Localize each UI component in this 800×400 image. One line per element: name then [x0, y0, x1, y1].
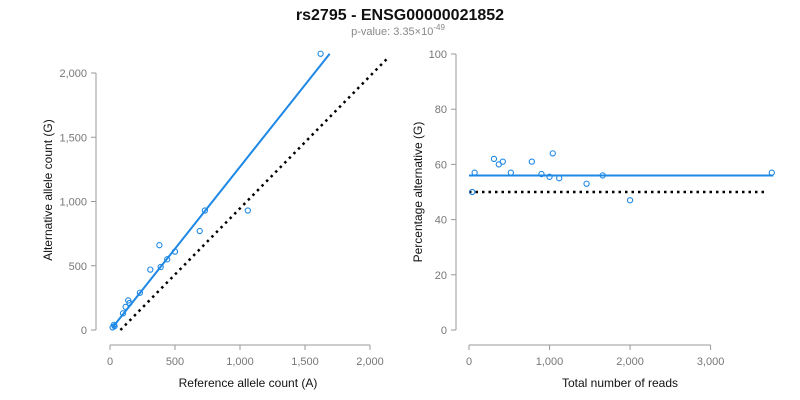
data-point — [126, 299, 133, 307]
y-tick-label: 1,500 — [59, 132, 87, 144]
p-value-exponent: -49 — [433, 23, 445, 32]
chart-title: rs2795 - ENSG00000021852 — [296, 7, 504, 24]
x-tick-label: 1,000 — [226, 356, 254, 368]
data-point — [626, 197, 634, 204]
data-point — [111, 322, 118, 330]
y-tick-label: 80 — [435, 104, 447, 116]
y-tick-label: 0 — [441, 325, 447, 337]
data-point — [538, 170, 545, 178]
y-tick-label: 0 — [81, 325, 87, 337]
data-point — [471, 169, 478, 176]
p-value-subtitle: p-value: 3.35×10-49 — [351, 23, 445, 38]
data-point — [201, 207, 209, 214]
data-point — [157, 263, 164, 271]
y-tick-label: 20 — [435, 270, 447, 282]
x-tick-label: 1,500 — [291, 356, 319, 368]
data-point — [196, 227, 203, 235]
data-point — [469, 188, 476, 196]
data-point — [171, 248, 179, 255]
y-tick-label: 1,000 — [59, 197, 87, 209]
x-tick-label: 3,000 — [697, 356, 725, 368]
y-tick-label: 100 — [429, 49, 447, 61]
x-axis-label: Total number of reads — [562, 376, 678, 390]
data-point — [122, 303, 129, 311]
x-tick-label: 2,000 — [616, 356, 644, 368]
data-point — [546, 173, 553, 180]
data-point — [164, 256, 171, 263]
allele-count-panel: 0 500 1,000 1,500 2,000 0 500 1,000 1,500 2,000 R… — [41, 50, 390, 390]
x-tick-label: 1,000 — [536, 356, 564, 368]
data-point — [528, 158, 535, 165]
data-point — [549, 150, 556, 157]
reference-line — [119, 56, 390, 331]
data-point — [317, 50, 324, 57]
x-tick-label: 2,000 — [356, 356, 384, 368]
data-point — [768, 169, 775, 176]
x-tick-label: 0 — [107, 356, 113, 368]
y-tick-label: 40 — [435, 215, 447, 227]
data-point — [244, 207, 251, 214]
data-point — [119, 310, 127, 317]
data-point — [507, 169, 515, 176]
fit-line — [111, 53, 331, 329]
percentage-panel: 0 1,000 2,000 3,000 0 20 40 60 80 100 Total numbe… — [411, 49, 775, 390]
data-point — [583, 180, 590, 187]
y-axis-label: Alternative allele count (G) — [41, 119, 55, 260]
y-tick-label: 2,000 — [59, 68, 87, 80]
y-tick-label: 500 — [69, 261, 87, 273]
data-point — [156, 242, 163, 249]
y-tick-label: 60 — [435, 159, 447, 171]
data-point — [599, 172, 606, 179]
y-axis-label: Percentage alternative (G) — [411, 122, 425, 263]
x-tick-label: 500 — [166, 356, 184, 368]
data-point — [147, 266, 154, 273]
data-point — [556, 175, 563, 182]
data-point — [136, 289, 144, 296]
data-point — [490, 155, 498, 163]
x-axis-label: Reference allele count (A) — [179, 376, 318, 390]
p-value-text: p-value: 3.35×10 — [351, 26, 433, 38]
x-tick-label: 0 — [466, 356, 472, 368]
data-point — [499, 158, 506, 165]
